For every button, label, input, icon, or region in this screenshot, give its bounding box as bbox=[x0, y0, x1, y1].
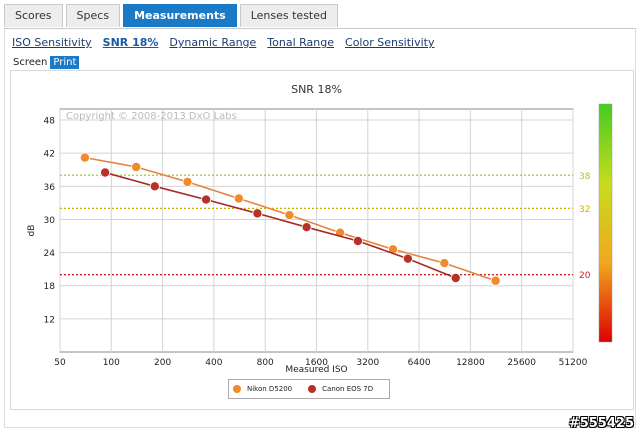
series-0-point-1 bbox=[131, 161, 142, 172]
main-tabs: Scores Specs Measurements Lenses tested bbox=[4, 4, 341, 28]
series-0-point-7 bbox=[439, 258, 450, 269]
series-1-point-3 bbox=[252, 208, 263, 219]
series-line-1 bbox=[104, 171, 456, 279]
legend-label-1: Canon EOS 7D bbox=[322, 385, 374, 393]
mode-screen[interactable]: Screen bbox=[13, 57, 48, 68]
series-1-point-6 bbox=[402, 253, 413, 264]
legend-item-0[interactable]: Nikon D5200 bbox=[233, 385, 292, 393]
subtab-dynamic-range[interactable]: Dynamic Range bbox=[169, 36, 257, 49]
series-0-point-0 bbox=[79, 152, 90, 163]
series-0-point-4 bbox=[284, 210, 295, 221]
y-tick-label-1: 18 bbox=[44, 282, 56, 292]
x-axis-title: Measured ISO bbox=[285, 365, 347, 375]
series-0-point-2 bbox=[182, 176, 193, 187]
x-tick-label-8: 12800 bbox=[456, 358, 485, 368]
chart-legend: Nikon D5200 Canon EOS 7D bbox=[228, 379, 390, 399]
x-tick-label-6: 3200 bbox=[356, 358, 379, 368]
copyright-text: Copyright © 2008-2013 DxO Labs bbox=[66, 111, 237, 122]
tab-lenses-tested[interactable]: Lenses tested bbox=[239, 4, 338, 27]
legend-item-1[interactable]: Canon EOS 7D bbox=[308, 385, 373, 393]
tab-scores[interactable]: Scores bbox=[4, 4, 63, 27]
x-tick-label-7: 6400 bbox=[408, 358, 431, 368]
y-tick-label-6: 48 bbox=[44, 117, 56, 127]
legend-marker-0 bbox=[233, 385, 241, 393]
series-1-point-2 bbox=[201, 194, 212, 205]
measurement-subtabs: ISO Sensitivity SNR 18% Dynamic Range To… bbox=[12, 36, 446, 49]
tab-divider bbox=[4, 28, 636, 29]
reference-label-1: 32 bbox=[579, 205, 590, 215]
x-tick-label-9: 25600 bbox=[507, 358, 536, 368]
reference-label-2: 20 bbox=[579, 271, 591, 281]
series-0-point-3 bbox=[233, 193, 244, 204]
y-tick-label-3: 30 bbox=[44, 216, 56, 226]
y-tick-label-0: 12 bbox=[44, 315, 55, 325]
x-tick-label-1: 100 bbox=[103, 358, 120, 368]
x-tick-label-10: 51200 bbox=[559, 358, 588, 368]
subtab-tonal-range[interactable]: Tonal Range bbox=[267, 36, 335, 49]
subtab-iso-sensitivity[interactable]: ISO Sensitivity bbox=[12, 36, 92, 49]
series-1-point-1 bbox=[149, 181, 160, 192]
series-1-point-4 bbox=[301, 222, 312, 233]
watermark-id: #555425 bbox=[568, 416, 634, 431]
legend-marker-1 bbox=[308, 385, 317, 393]
x-tick-label-5: 1600 bbox=[305, 358, 328, 368]
legend-label-0: Nikon D5200 bbox=[247, 385, 293, 393]
x-tick-label-2: 200 bbox=[154, 358, 171, 368]
series-1-point-7 bbox=[450, 272, 461, 283]
y-axis-title: dB bbox=[27, 225, 37, 237]
tab-specs[interactable]: Specs bbox=[65, 4, 121, 27]
x-tick-label-3: 400 bbox=[205, 358, 222, 368]
series-1-point-5 bbox=[352, 235, 363, 246]
chart-frame bbox=[10, 70, 634, 410]
display-mode-toggle: Screen Print bbox=[10, 56, 80, 69]
chart-title: SNR 18% bbox=[291, 83, 342, 96]
x-tick-label-4: 800 bbox=[257, 358, 274, 368]
score-scale-bar bbox=[598, 103, 613, 343]
measurements-panel bbox=[4, 29, 636, 428]
y-tick-label-4: 36 bbox=[44, 183, 56, 193]
series-0-point-8 bbox=[490, 275, 501, 286]
y-tick-label-5: 42 bbox=[44, 150, 55, 160]
mode-print[interactable]: Print bbox=[50, 56, 80, 69]
subtab-snr-18[interactable]: SNR 18% bbox=[102, 36, 159, 49]
tab-measurements[interactable]: Measurements bbox=[123, 4, 237, 27]
reference-label-0: 38 bbox=[579, 172, 591, 182]
y-tick-label-2: 24 bbox=[44, 249, 56, 259]
series-1-point-0 bbox=[100, 167, 111, 178]
subtab-color-sensitivity[interactable]: Color Sensitivity bbox=[345, 36, 435, 49]
x-tick-label-0: 50 bbox=[54, 358, 66, 368]
